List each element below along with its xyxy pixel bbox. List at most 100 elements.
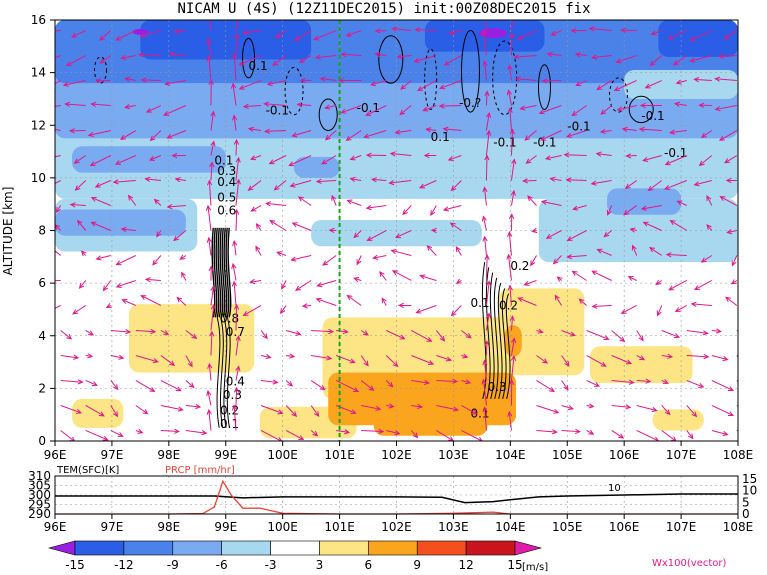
- wind-vector: [591, 303, 612, 309]
- wind-vector: [85, 353, 94, 359]
- series-line-temperature: [55, 493, 738, 504]
- wind-vector: [397, 302, 412, 309]
- wind-vector: [85, 380, 98, 387]
- wind-vector: [285, 430, 305, 441]
- wind-vector: [120, 55, 136, 61]
- wind-vector: [423, 152, 437, 159]
- wind-vector: [374, 51, 387, 58]
- shade-region: [55, 209, 186, 236]
- wind-vector: [60, 405, 83, 414]
- wind-vector: [482, 359, 488, 381]
- y-tick-label: 0: [38, 434, 46, 448]
- wind-vector: [523, 280, 537, 286]
- wind-vector: [365, 152, 387, 158]
- wind-vector: [611, 379, 635, 385]
- wind-vector: [700, 130, 713, 138]
- wind-vector: [379, 271, 387, 281]
- wind-vector: [114, 155, 137, 165]
- wind-vector: [210, 110, 216, 131]
- wind-vector: [507, 410, 513, 431]
- wind-vector: [331, 194, 337, 206]
- wind-vector: [144, 277, 161, 283]
- shade-region: [72, 398, 124, 428]
- wind-vector: [60, 354, 80, 360]
- wind-vector: [426, 244, 437, 256]
- wind-vector: [285, 380, 294, 387]
- wind-vector: [296, 102, 312, 108]
- wind-vector: [599, 128, 612, 135]
- wind-vector: [160, 355, 176, 366]
- wind-vector: [353, 230, 362, 239]
- wind-vector: [711, 429, 729, 437]
- wind-vector: [235, 156, 241, 181]
- wind-vector: [168, 51, 186, 57]
- x-tick-label: 107E: [666, 520, 697, 534]
- x-tick-label: 104E: [495, 448, 526, 462]
- wind-vector: [725, 177, 737, 184]
- wind-vector: [517, 297, 537, 306]
- right-tick-label: 15: [742, 472, 757, 486]
- surface-series-plot: TEM(SFC)[K] PRCP [mm/hr] 10 96E 97E 98E 99E…: [28, 465, 757, 534]
- wind-vector: [385, 380, 394, 388]
- contour-line: [318, 98, 338, 132]
- contour-line: [505, 293, 511, 400]
- colorbar: -15 -12 -9 -6 -3 3 6 9 12 15: [47, 540, 543, 572]
- wind-vector: [235, 178, 241, 206]
- wind-vector: [566, 230, 587, 241]
- wind-vector: [301, 303, 312, 309]
- wind-vector: [714, 105, 737, 112]
- wind-vector: [595, 151, 612, 157]
- wind-vector: [506, 253, 512, 281]
- contour-label: 0.1: [431, 130, 450, 144]
- wind-vector: [482, 60, 488, 81]
- wind-vector: [461, 353, 469, 359]
- wind-vector: [590, 54, 612, 60]
- contour-line: [378, 35, 404, 84]
- lower-x-axis: 96E 97E 98E 99E 100E 101E 102E 103E 104E 105E 106E…: [44, 514, 753, 534]
- contour-line: [225, 227, 230, 318]
- wind-vector: [636, 378, 652, 384]
- wind-vector: [115, 280, 136, 288]
- wind-vector: [90, 196, 111, 206]
- wind-vector: [372, 254, 387, 260]
- wind-vector: [233, 386, 240, 406]
- x-tick-label: 108E: [723, 448, 754, 462]
- contour-label: 0.7: [226, 325, 245, 339]
- wind-vector: [319, 76, 337, 82]
- right-tick-label: 0: [742, 507, 750, 521]
- x-tick-label: 106E: [609, 448, 640, 462]
- wind-vector: [335, 380, 360, 392]
- wind-vector: [249, 278, 262, 285]
- wind-vector: [115, 30, 137, 41]
- wind-vector: [95, 78, 111, 84]
- wind-vector: [586, 403, 595, 409]
- wind-vector: [156, 230, 162, 238]
- left-tick-label: 300: [28, 488, 51, 502]
- wind-vector: [482, 406, 488, 431]
- wind-vector: [242, 305, 262, 317]
- x-tick-label: 98E: [157, 520, 180, 534]
- wind-vector: [349, 155, 362, 161]
- x-tick-label: 101E: [324, 520, 355, 534]
- cross-section-plot: 0.10.20.30.40.70.80.60.50.40.30.10.10.30…: [1, 13, 754, 462]
- wind-vector: [522, 178, 537, 184]
- wind-vector: [231, 114, 238, 131]
- contour-line: [460, 30, 480, 113]
- shade-region: [373, 412, 488, 436]
- wind-vector: [436, 378, 459, 384]
- wind-vector: [536, 429, 558, 435]
- colorbar-swatch: [465, 540, 516, 556]
- wind-vector: [648, 247, 663, 256]
- wind-vector: [353, 277, 362, 283]
- wind-vector: [485, 111, 492, 131]
- wind-vector: [400, 80, 412, 90]
- left-tick-label: 310: [28, 469, 51, 483]
- wind-vector: [668, 280, 688, 291]
- wind-vector: [395, 230, 412, 239]
- x-tick-label: 99E: [214, 448, 237, 462]
- contour-label: 0.5: [217, 191, 236, 205]
- wind-vector: [388, 180, 412, 186]
- wind-vector: [484, 340, 490, 356]
- contour-line: [211, 227, 216, 318]
